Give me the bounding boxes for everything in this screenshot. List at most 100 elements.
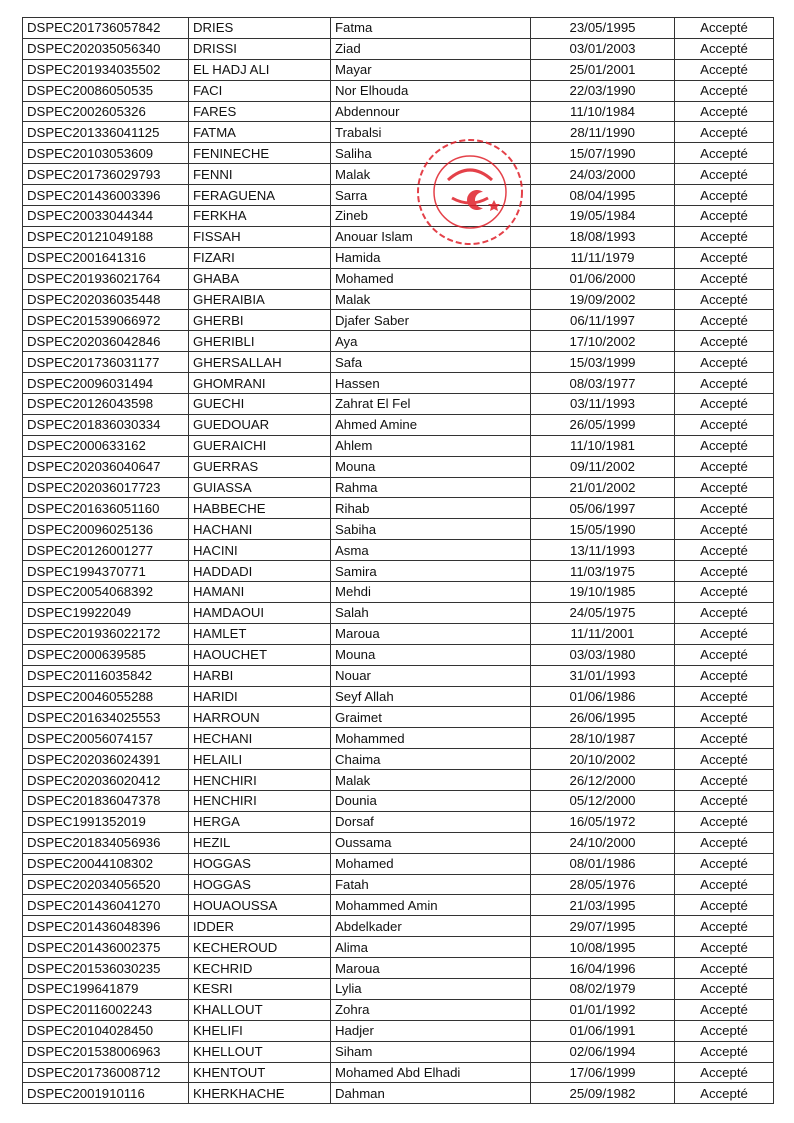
last-name-cell: HOUAOUSSA <box>188 894 331 917</box>
table-row: DSPEC20103053609 FENINECHE Saliha 15/07/199… <box>22 142 774 165</box>
status-cell: Accepté <box>674 330 774 353</box>
first-name-cell: Nor Elhouda <box>330 79 531 102</box>
status-cell: Accepté <box>674 309 774 332</box>
first-name-cell: Mohammed Amin <box>330 894 531 917</box>
last-name-cell: HOGGAS <box>188 873 331 896</box>
first-name-cell: Ahlem <box>330 434 531 457</box>
last-name-cell: HAMDAOUI <box>188 601 331 624</box>
id-cell: DSPEC20116035842 <box>22 664 189 687</box>
birth-date-cell: 01/01/1992 <box>530 998 675 1021</box>
id-cell: DSPEC201736057842 <box>22 17 189 39</box>
last-name-cell: GHERBI <box>188 309 331 332</box>
first-name-cell: Djafer Saber <box>330 309 531 332</box>
last-name-cell: HACHANI <box>188 518 331 541</box>
id-cell: DSPEC20033044344 <box>22 205 189 227</box>
status-cell: Accepté <box>674 769 774 791</box>
birth-date-cell: 10/08/1995 <box>530 936 675 959</box>
birth-date-cell: 21/03/1995 <box>530 894 675 917</box>
table-row: DSPEC20121049188 FISSAH Anouar Islam 18/08/… <box>22 225 774 248</box>
birth-date-cell: 22/03/1990 <box>530 79 675 102</box>
last-name-cell: GHERAIBIA <box>188 288 331 311</box>
last-name-cell: HABBECHE <box>188 497 331 520</box>
first-name-cell: Hadjer <box>330 1019 531 1042</box>
status-cell: Accepté <box>674 455 774 478</box>
birth-date-cell: 19/10/1985 <box>530 581 675 603</box>
first-name-cell: Sabiha <box>330 518 531 541</box>
birth-date-cell: 15/03/1999 <box>530 351 675 374</box>
first-name-cell: Zineb <box>330 205 531 227</box>
table-row: DSPEC201336041125 FATMA Trabalsi 28/11/1990… <box>22 121 774 144</box>
id-cell: DSPEC202034056520 <box>22 873 189 896</box>
last-name-cell: DRIES <box>188 17 331 39</box>
table-row: DSPEC20086050535 FACI Nor Elhouda 22/03/199… <box>22 79 774 102</box>
birth-date-cell: 11/11/1979 <box>530 246 675 269</box>
last-name-cell: FIZARI <box>188 246 331 269</box>
first-name-cell: Dahman <box>330 1082 531 1105</box>
status-cell: Accepté <box>674 476 774 499</box>
id-cell: DSPEC202036020412 <box>22 769 189 791</box>
birth-date-cell: 03/11/1993 <box>530 393 675 415</box>
first-name-cell: Safa <box>330 351 531 374</box>
id-cell: DSPEC20056074157 <box>22 727 189 750</box>
id-cell: DSPEC1991352019 <box>22 810 189 833</box>
status-cell: Accepté <box>674 706 774 729</box>
table-row: DSPEC202034056520 HOGGAS Fatah 28/05/1976 Ac… <box>22 873 774 896</box>
birth-date-cell: 08/04/1995 <box>530 184 675 207</box>
first-name-cell: Fatma <box>330 17 531 39</box>
birth-date-cell: 05/06/1997 <box>530 497 675 520</box>
status-cell: Accepté <box>674 121 774 144</box>
table-row: DSPEC20096025136 HACHANI Sabiha 15/05/1990 A… <box>22 518 774 541</box>
status-cell: Accepté <box>674 998 774 1021</box>
status-cell: Accepté <box>674 560 774 583</box>
table-row: DSPEC201736031177 GHERSALLAH Safa 15/03/199… <box>22 351 774 374</box>
table-row: DSPEC1991352019 HERGA Dorsaf 16/05/1972 Acce… <box>22 810 774 833</box>
first-name-cell: Mehdi <box>330 581 531 603</box>
table-row: DSPEC201836030334 GUEDOUAR Ahmed Amine 26/0… <box>22 413 774 436</box>
status-cell: Accepté <box>674 497 774 520</box>
id-cell: DSPEC201736008712 <box>22 1061 189 1084</box>
status-cell: Accepté <box>674 727 774 750</box>
id-cell: DSPEC201736031177 <box>22 351 189 374</box>
table-row: DSPEC201736029793 FENNI Malak 24/03/2000 Acc… <box>22 163 774 186</box>
first-name-cell: Salah <box>330 601 531 624</box>
id-cell: DSPEC201636051160 <box>22 497 189 520</box>
status-cell: Accepté <box>674 852 774 875</box>
id-cell: DSPEC201736029793 <box>22 163 189 186</box>
table-row: DSPEC201936022172 HAMLET Maroua 11/11/2001 A… <box>22 622 774 645</box>
table-row: DSPEC20126001277 HACINI Asma 13/11/1993 Acce… <box>22 539 774 562</box>
id-cell: DSPEC2002605326 <box>22 100 189 123</box>
first-name-cell: Trabalsi <box>330 121 531 144</box>
table-row: DSPEC201736057842 DRIES Fatma 23/05/1995 Acc… <box>22 17 774 39</box>
status-cell: Accepté <box>674 643 774 666</box>
id-cell: DSPEC201436002375 <box>22 936 189 959</box>
table-row: DSPEC20116035842 HARBI Nouar 31/01/1993 Acce… <box>22 664 774 687</box>
table-row: DSPEC2001641316 FIZARI Hamida 11/11/1979 Acc… <box>22 246 774 269</box>
status-cell: Accepté <box>674 894 774 917</box>
table-row: DSPEC201436041270 HOUAOUSSA Mohammed Amin 2… <box>22 894 774 917</box>
table-row: DSPEC1994370771 HADDADI Samira 11/03/1975 Ac… <box>22 560 774 583</box>
first-name-cell: Siham <box>330 1040 531 1063</box>
status-cell: Accepté <box>674 831 774 854</box>
table-row: DSPEC202035056340 DRISSI Ziad 03/01/2003 Acc… <box>22 37 774 60</box>
birth-date-cell: 19/09/2002 <box>530 288 675 311</box>
id-cell: DSPEC20046055288 <box>22 685 189 708</box>
first-name-cell: Ahmed Amine <box>330 413 531 436</box>
last-name-cell: EL HADJ ALI <box>188 58 331 81</box>
last-name-cell: FERKHA <box>188 205 331 227</box>
first-name-cell: Malak <box>330 769 531 791</box>
id-cell: DSPEC201539066972 <box>22 309 189 332</box>
first-name-cell: Graimet <box>330 706 531 729</box>
last-name-cell: GUEDOUAR <box>188 413 331 436</box>
last-name-cell: KHELLOUT <box>188 1040 331 1063</box>
birth-date-cell: 26/06/1995 <box>530 706 675 729</box>
status-cell: Accepté <box>674 539 774 562</box>
id-cell: DSPEC20044108302 <box>22 852 189 875</box>
status-cell: Accepté <box>674 957 774 979</box>
status-cell: Accepté <box>674 163 774 186</box>
last-name-cell: HARIDI <box>188 685 331 708</box>
id-cell: DSPEC2001641316 <box>22 246 189 269</box>
id-cell: DSPEC201936021764 <box>22 267 189 290</box>
birth-date-cell: 11/11/2001 <box>530 622 675 645</box>
status-cell: Accepté <box>674 789 774 812</box>
table-row: DSPEC202036024391 HELAILI Chaima 20/10/2002… <box>22 748 774 771</box>
